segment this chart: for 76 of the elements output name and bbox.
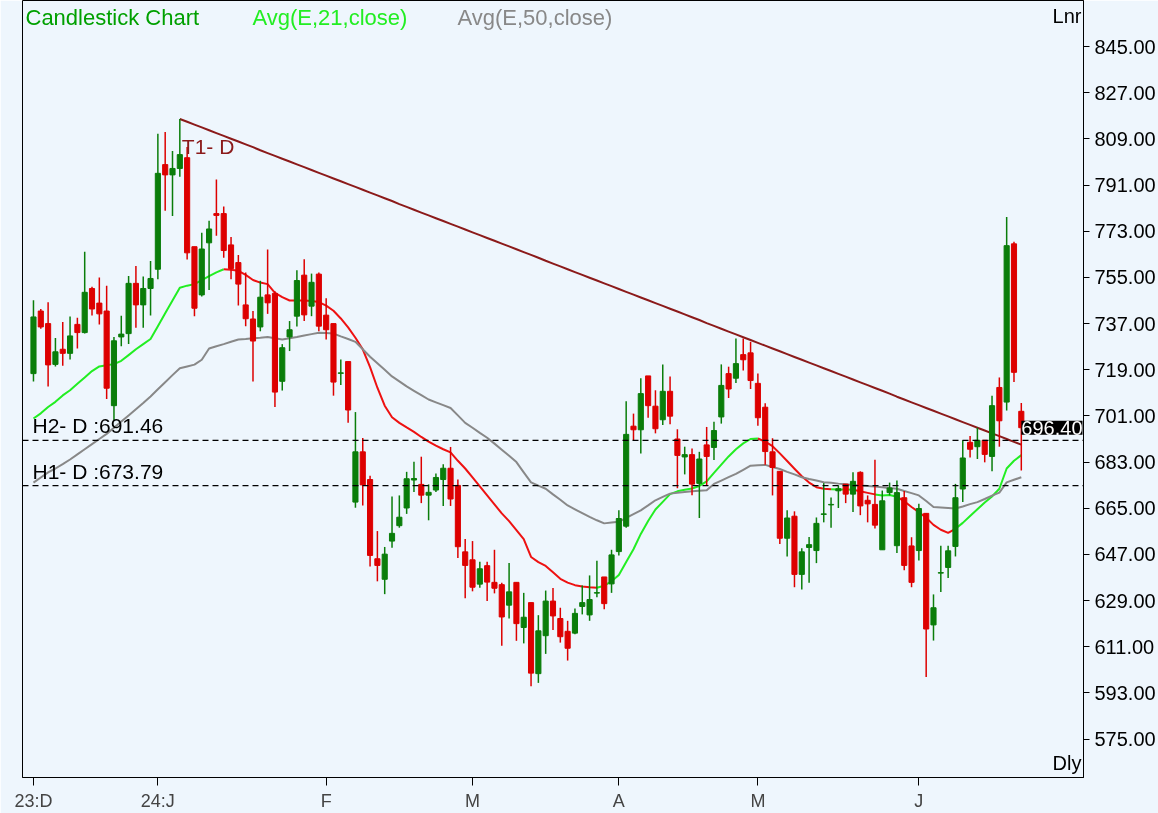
candlestick [388, 495, 396, 549]
x-tick-label: F [320, 790, 332, 811]
candlestick [549, 587, 557, 631]
text: Avg(E,50,close) [457, 4, 613, 30]
y-tick-label: 629.00 [1094, 589, 1156, 612]
ref-line-label: H1- D :673.79 [32, 459, 164, 483]
y-tick-label: 845.00 [1094, 35, 1156, 58]
candlestick [506, 562, 513, 620]
candlestick [67, 315, 74, 361]
candlestick [337, 358, 344, 386]
y-tick-label: 773.00 [1094, 220, 1156, 243]
line-series [178, 117, 1023, 446]
candlestick [374, 530, 381, 583]
candlestick [937, 544, 944, 593]
candlestick [967, 435, 974, 459]
candlestick [930, 593, 937, 642]
x-tick-label: 23:D [14, 790, 53, 811]
candlestick [52, 337, 59, 368]
candlestick [842, 483, 849, 504]
candlestick [871, 459, 879, 530]
x-tick-label: M [750, 790, 766, 811]
y-tick-label: 575.00 [1094, 728, 1156, 751]
candlestick [769, 437, 776, 497]
candlestick [74, 316, 81, 350]
text: Lnr [1052, 4, 1082, 27]
candlestick [798, 547, 805, 591]
y-tick-label: 683.00 [1094, 451, 1156, 474]
y-tick-label: 647.00 [1094, 543, 1156, 566]
candlestick [732, 337, 739, 384]
candlestick [652, 389, 659, 435]
candlestick [827, 496, 835, 529]
candlestick [835, 484, 842, 509]
y-tick-label: 791.00 [1094, 174, 1156, 197]
candlestick [520, 592, 527, 645]
candlestick [945, 544, 952, 579]
candlestick [571, 607, 579, 635]
y-tick-label: 755.00 [1094, 266, 1156, 289]
x-tick-label: M [465, 790, 481, 811]
y-tick-label: 827.00 [1094, 81, 1156, 104]
annotation: 696.40 [1021, 416, 1083, 439]
y-tick-label: 611.00 [1094, 635, 1155, 658]
text: Dly [1052, 751, 1082, 774]
text: Avg(E,21,close) [252, 4, 408, 30]
candlestick [674, 428, 681, 489]
candlestick [820, 482, 827, 524]
candlestick [162, 131, 169, 212]
candlestick [396, 494, 403, 529]
y-tick-label: 593.00 [1094, 681, 1156, 704]
candlestick [206, 220, 213, 291]
candlestick [630, 412, 637, 441]
candlestick [476, 561, 483, 589]
candlestick [132, 265, 139, 329]
x-tick-label: J [914, 790, 924, 811]
candlestick [784, 509, 791, 558]
y-tick-label: 665.00 [1094, 497, 1156, 520]
candlestick [703, 426, 710, 487]
series-label: T1- D [181, 134, 235, 158]
ref-line-label: H2- D :691.46 [32, 414, 164, 438]
candlestick [308, 272, 315, 317]
candlestick [593, 560, 600, 598]
candlestick [725, 365, 732, 399]
candlestick [286, 320, 293, 352]
y-tick-label: 809.00 [1094, 127, 1156, 150]
chart-title: Candlestick Chart [25, 4, 200, 30]
y-tick-label: 737.00 [1094, 312, 1156, 335]
x-tick-label: 24:J [140, 790, 175, 811]
x-tick-label: A [612, 790, 625, 811]
candlestick [681, 445, 688, 476]
candlestick [710, 421, 718, 461]
candlestick [849, 471, 857, 513]
candlestick [425, 483, 432, 522]
y-tick-label: 701.00 [1094, 404, 1156, 427]
candlestick [59, 321, 66, 367]
y-tick-label: 719.00 [1094, 358, 1156, 381]
candlestick [974, 426, 981, 460]
candlestick [418, 455, 425, 504]
